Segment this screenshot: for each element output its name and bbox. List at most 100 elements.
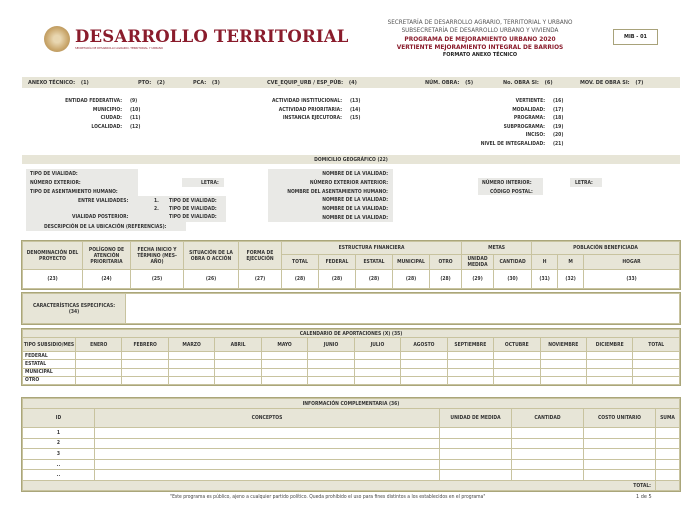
calendario-cell[interactable] bbox=[632, 367, 680, 377]
info-total-value[interactable] bbox=[655, 480, 680, 491]
project-cell[interactable]: (28) bbox=[318, 269, 356, 289]
info-cell[interactable] bbox=[655, 427, 680, 439]
calendario-cell[interactable] bbox=[353, 350, 402, 361]
calendario-cell[interactable] bbox=[121, 350, 169, 361]
calendario-cell[interactable] bbox=[260, 375, 309, 386]
calendario-cell[interactable] bbox=[307, 375, 355, 386]
project-cell[interactable]: (28) bbox=[392, 269, 430, 289]
calendario-cell[interactable] bbox=[493, 350, 541, 361]
info-row: 3 bbox=[22, 448, 680, 460]
calendario-cell[interactable] bbox=[493, 359, 541, 369]
info-cell[interactable] bbox=[655, 458, 680, 471]
calendario-cell[interactable] bbox=[539, 375, 587, 386]
info-id: .. bbox=[22, 458, 95, 471]
calendario-cell[interactable] bbox=[400, 359, 448, 369]
calendario-cell[interactable] bbox=[74, 375, 123, 386]
calendario-cell[interactable] bbox=[446, 367, 495, 377]
project-cell[interactable]: (28) bbox=[355, 269, 393, 289]
info-cell[interactable] bbox=[655, 469, 680, 481]
calendario-cell[interactable] bbox=[446, 375, 495, 386]
calendario-cell[interactable] bbox=[585, 375, 634, 386]
calendario-cell[interactable] bbox=[167, 359, 216, 369]
calendario-cell[interactable] bbox=[353, 375, 402, 386]
calendario-cell[interactable] bbox=[585, 350, 634, 361]
calendario-cell[interactable] bbox=[400, 350, 448, 361]
header-month: ABRIL bbox=[214, 337, 262, 352]
info-cell[interactable] bbox=[94, 458, 440, 471]
info-cell[interactable] bbox=[439, 448, 512, 460]
calendario-cell[interactable] bbox=[585, 367, 634, 377]
info-cell[interactable] bbox=[511, 469, 584, 481]
calendario-cell[interactable] bbox=[400, 367, 448, 377]
info-cell[interactable] bbox=[583, 469, 656, 481]
info-cell[interactable] bbox=[583, 448, 656, 460]
calendario-cell[interactable] bbox=[167, 367, 216, 377]
project-cell[interactable]: (28) bbox=[428, 269, 463, 289]
project-cell[interactable]: (23) bbox=[22, 269, 83, 289]
project-cell[interactable]: (27) bbox=[238, 269, 282, 289]
calendario-cell[interactable] bbox=[260, 350, 309, 361]
calendario-cell[interactable] bbox=[353, 367, 402, 377]
info-cell[interactable] bbox=[94, 427, 440, 439]
project-cell[interactable]: (32) bbox=[557, 269, 585, 289]
calendario-cell[interactable] bbox=[214, 375, 262, 386]
calendario-cell[interactable] bbox=[260, 359, 309, 369]
project-table: DENOMINACIÓN DEL PROYECTO POLÍGONO DE AT… bbox=[21, 240, 681, 290]
calendario-cell[interactable] bbox=[400, 375, 448, 386]
calendario-cell[interactable] bbox=[446, 359, 495, 369]
info-cell[interactable] bbox=[439, 427, 512, 439]
calendario-cell[interactable] bbox=[74, 367, 123, 377]
calendario-cell[interactable] bbox=[74, 359, 123, 369]
info-cell[interactable] bbox=[94, 469, 440, 481]
calendario-cell[interactable] bbox=[307, 359, 355, 369]
info-cell[interactable] bbox=[511, 448, 584, 460]
calendario-cell[interactable] bbox=[353, 359, 402, 369]
info-cell[interactable] bbox=[655, 437, 680, 450]
calendario-cell[interactable] bbox=[539, 350, 587, 361]
calendario-cell[interactable] bbox=[539, 359, 587, 369]
calendario-cell[interactable] bbox=[307, 367, 355, 377]
info-cell[interactable] bbox=[655, 448, 680, 460]
info-cell[interactable] bbox=[511, 437, 584, 450]
calendario-cell[interactable] bbox=[121, 367, 169, 377]
calendario-cell[interactable] bbox=[493, 367, 541, 377]
info-cell[interactable] bbox=[511, 427, 584, 439]
project-cell[interactable]: (31) bbox=[531, 269, 559, 289]
calendario-cell[interactable] bbox=[307, 350, 355, 361]
project-cell[interactable]: (25) bbox=[130, 269, 184, 289]
info-cell[interactable] bbox=[583, 458, 656, 471]
calendario-cell[interactable] bbox=[632, 359, 680, 369]
info-cell[interactable] bbox=[583, 437, 656, 450]
calendario-cell[interactable] bbox=[260, 367, 309, 377]
info-cell[interactable] bbox=[583, 427, 656, 439]
calendario-cell[interactable] bbox=[493, 375, 541, 386]
project-cell[interactable]: (30) bbox=[493, 269, 533, 289]
project-cell[interactable]: (28) bbox=[281, 269, 319, 289]
calendario-cell[interactable] bbox=[167, 350, 216, 361]
calendario-cell[interactable] bbox=[585, 359, 634, 369]
calendario-cell[interactable] bbox=[121, 359, 169, 369]
project-cell[interactable]: (29) bbox=[461, 269, 495, 289]
calendario-cell[interactable] bbox=[446, 350, 495, 361]
info-cell[interactable] bbox=[439, 469, 512, 481]
project-cell[interactable]: (24) bbox=[82, 269, 131, 289]
project-cell[interactable]: (33) bbox=[583, 269, 680, 289]
info-cell[interactable] bbox=[439, 458, 512, 471]
header-estructura-financiera: ESTRUCTURA FINANCIERA bbox=[280, 241, 463, 255]
calendario-cell[interactable] bbox=[214, 359, 262, 369]
calendario-cell[interactable] bbox=[74, 350, 123, 361]
caracteristicas-field[interactable] bbox=[125, 293, 680, 324]
info-cell[interactable] bbox=[94, 437, 440, 450]
info-cell[interactable] bbox=[439, 437, 512, 450]
project-cell[interactable]: (26) bbox=[183, 269, 239, 289]
info-cell[interactable] bbox=[511, 458, 584, 471]
calendario-cell[interactable] bbox=[214, 350, 262, 361]
calendario-cell[interactable] bbox=[632, 350, 680, 361]
header-month: DICIEMBRE bbox=[585, 337, 634, 352]
calendario-cell[interactable] bbox=[121, 375, 169, 386]
calendario-cell[interactable] bbox=[167, 375, 216, 386]
info-cell[interactable] bbox=[94, 448, 440, 460]
calendario-cell[interactable] bbox=[539, 367, 587, 377]
calendario-cell[interactable] bbox=[214, 367, 262, 377]
calendario-cell[interactable] bbox=[632, 375, 680, 386]
